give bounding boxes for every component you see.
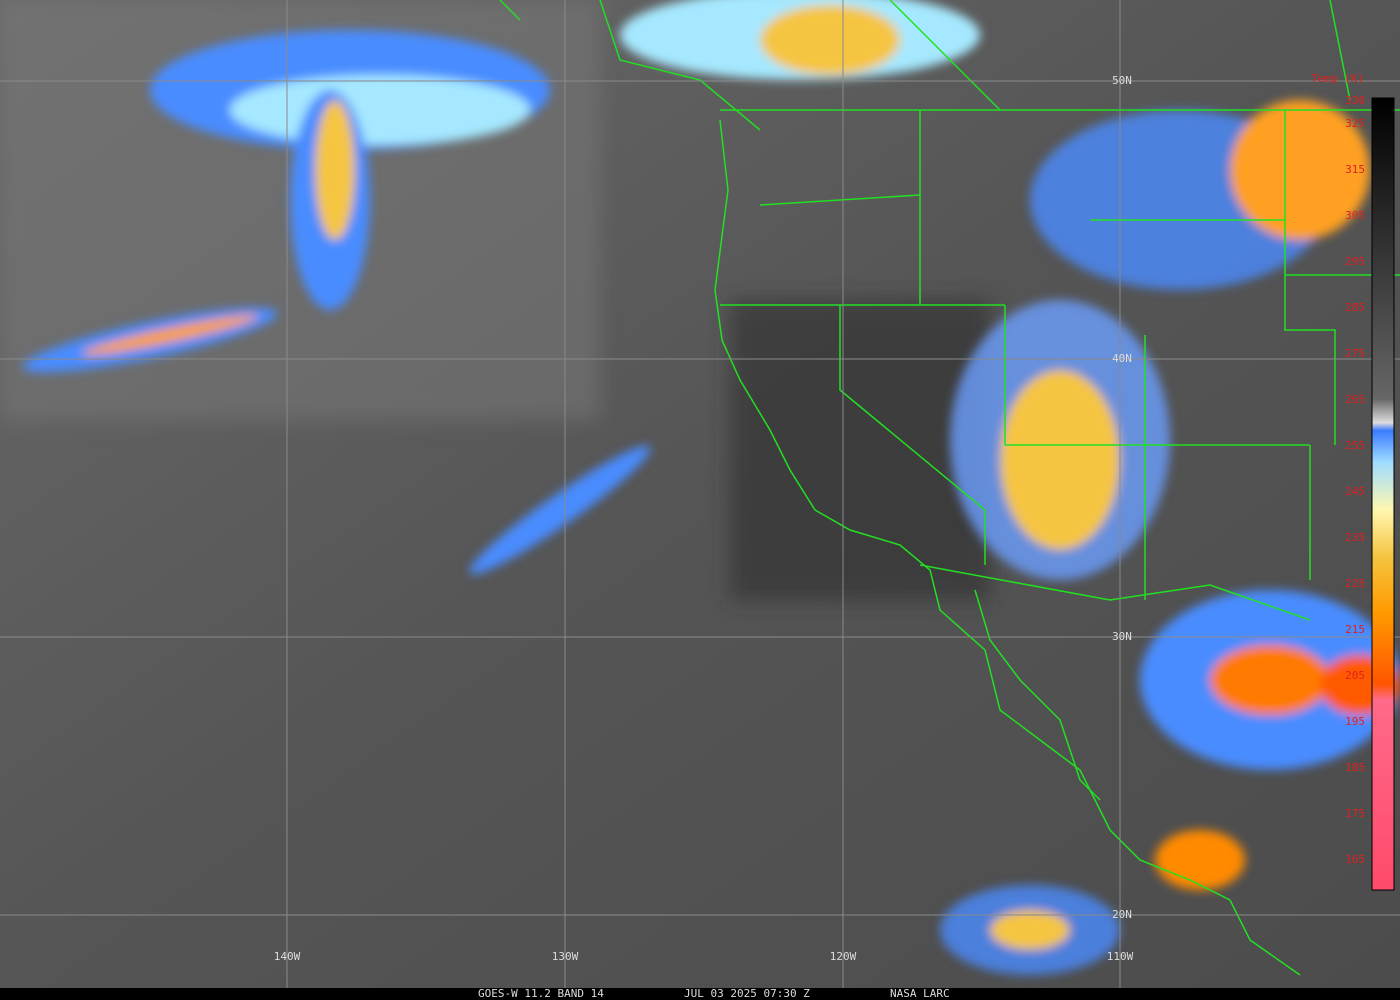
legend-tick-label: 255 xyxy=(1345,439,1365,452)
legend-tick-label: 295 xyxy=(1345,255,1365,268)
legend-tick-label: 215 xyxy=(1345,623,1365,636)
legend-tick-label: 175 xyxy=(1345,807,1365,820)
legend-tick-label: 205 xyxy=(1345,669,1365,682)
longitude-label: 110W xyxy=(1107,950,1134,963)
legend-tick-label: 245 xyxy=(1345,485,1365,498)
legend-tick-label: 315 xyxy=(1345,163,1365,176)
color-bar xyxy=(1371,97,1395,891)
latitude-label: 50N xyxy=(1112,74,1132,87)
footer-satellite: GOES-W 11.2 BAND 14 xyxy=(478,987,604,1000)
legend-tick-label: 195 xyxy=(1345,715,1365,728)
legend-title: Temp (K) xyxy=(1311,72,1364,85)
latitude-label: 20N xyxy=(1112,908,1132,921)
longitude-label: 140W xyxy=(274,950,301,963)
latitude-label: 30N xyxy=(1112,630,1132,643)
longitude-label: 130W xyxy=(552,950,579,963)
legend-tick-label: 275 xyxy=(1345,347,1365,360)
legend-tick-label: 285 xyxy=(1345,301,1365,314)
latitude-label: 40N xyxy=(1112,352,1132,365)
legend-tick-label: 305 xyxy=(1345,209,1365,222)
legend-tick-label: 225 xyxy=(1345,577,1365,590)
footer-bar xyxy=(0,988,1400,1000)
legend-tick-label: 330 xyxy=(1345,94,1365,107)
legend-tick-label: 185 xyxy=(1345,761,1365,774)
footer-time: JUL 03 2025 07:30 Z xyxy=(684,987,810,1000)
temperature-legend: Temp (K) 330 325 315 305 295 285 275 265 255 245 2… xyxy=(1311,72,1395,891)
legend-tick-label: 165 xyxy=(1345,853,1365,866)
footer-source: NASA LARC xyxy=(890,987,950,1000)
legend-tick-label: 235 xyxy=(1345,531,1365,544)
geo-borders xyxy=(499,0,1400,976)
legend-tick-label: 265 xyxy=(1345,393,1365,406)
legend-tick-label: 325 xyxy=(1345,117,1365,130)
longitude-label: 120W xyxy=(830,950,857,963)
